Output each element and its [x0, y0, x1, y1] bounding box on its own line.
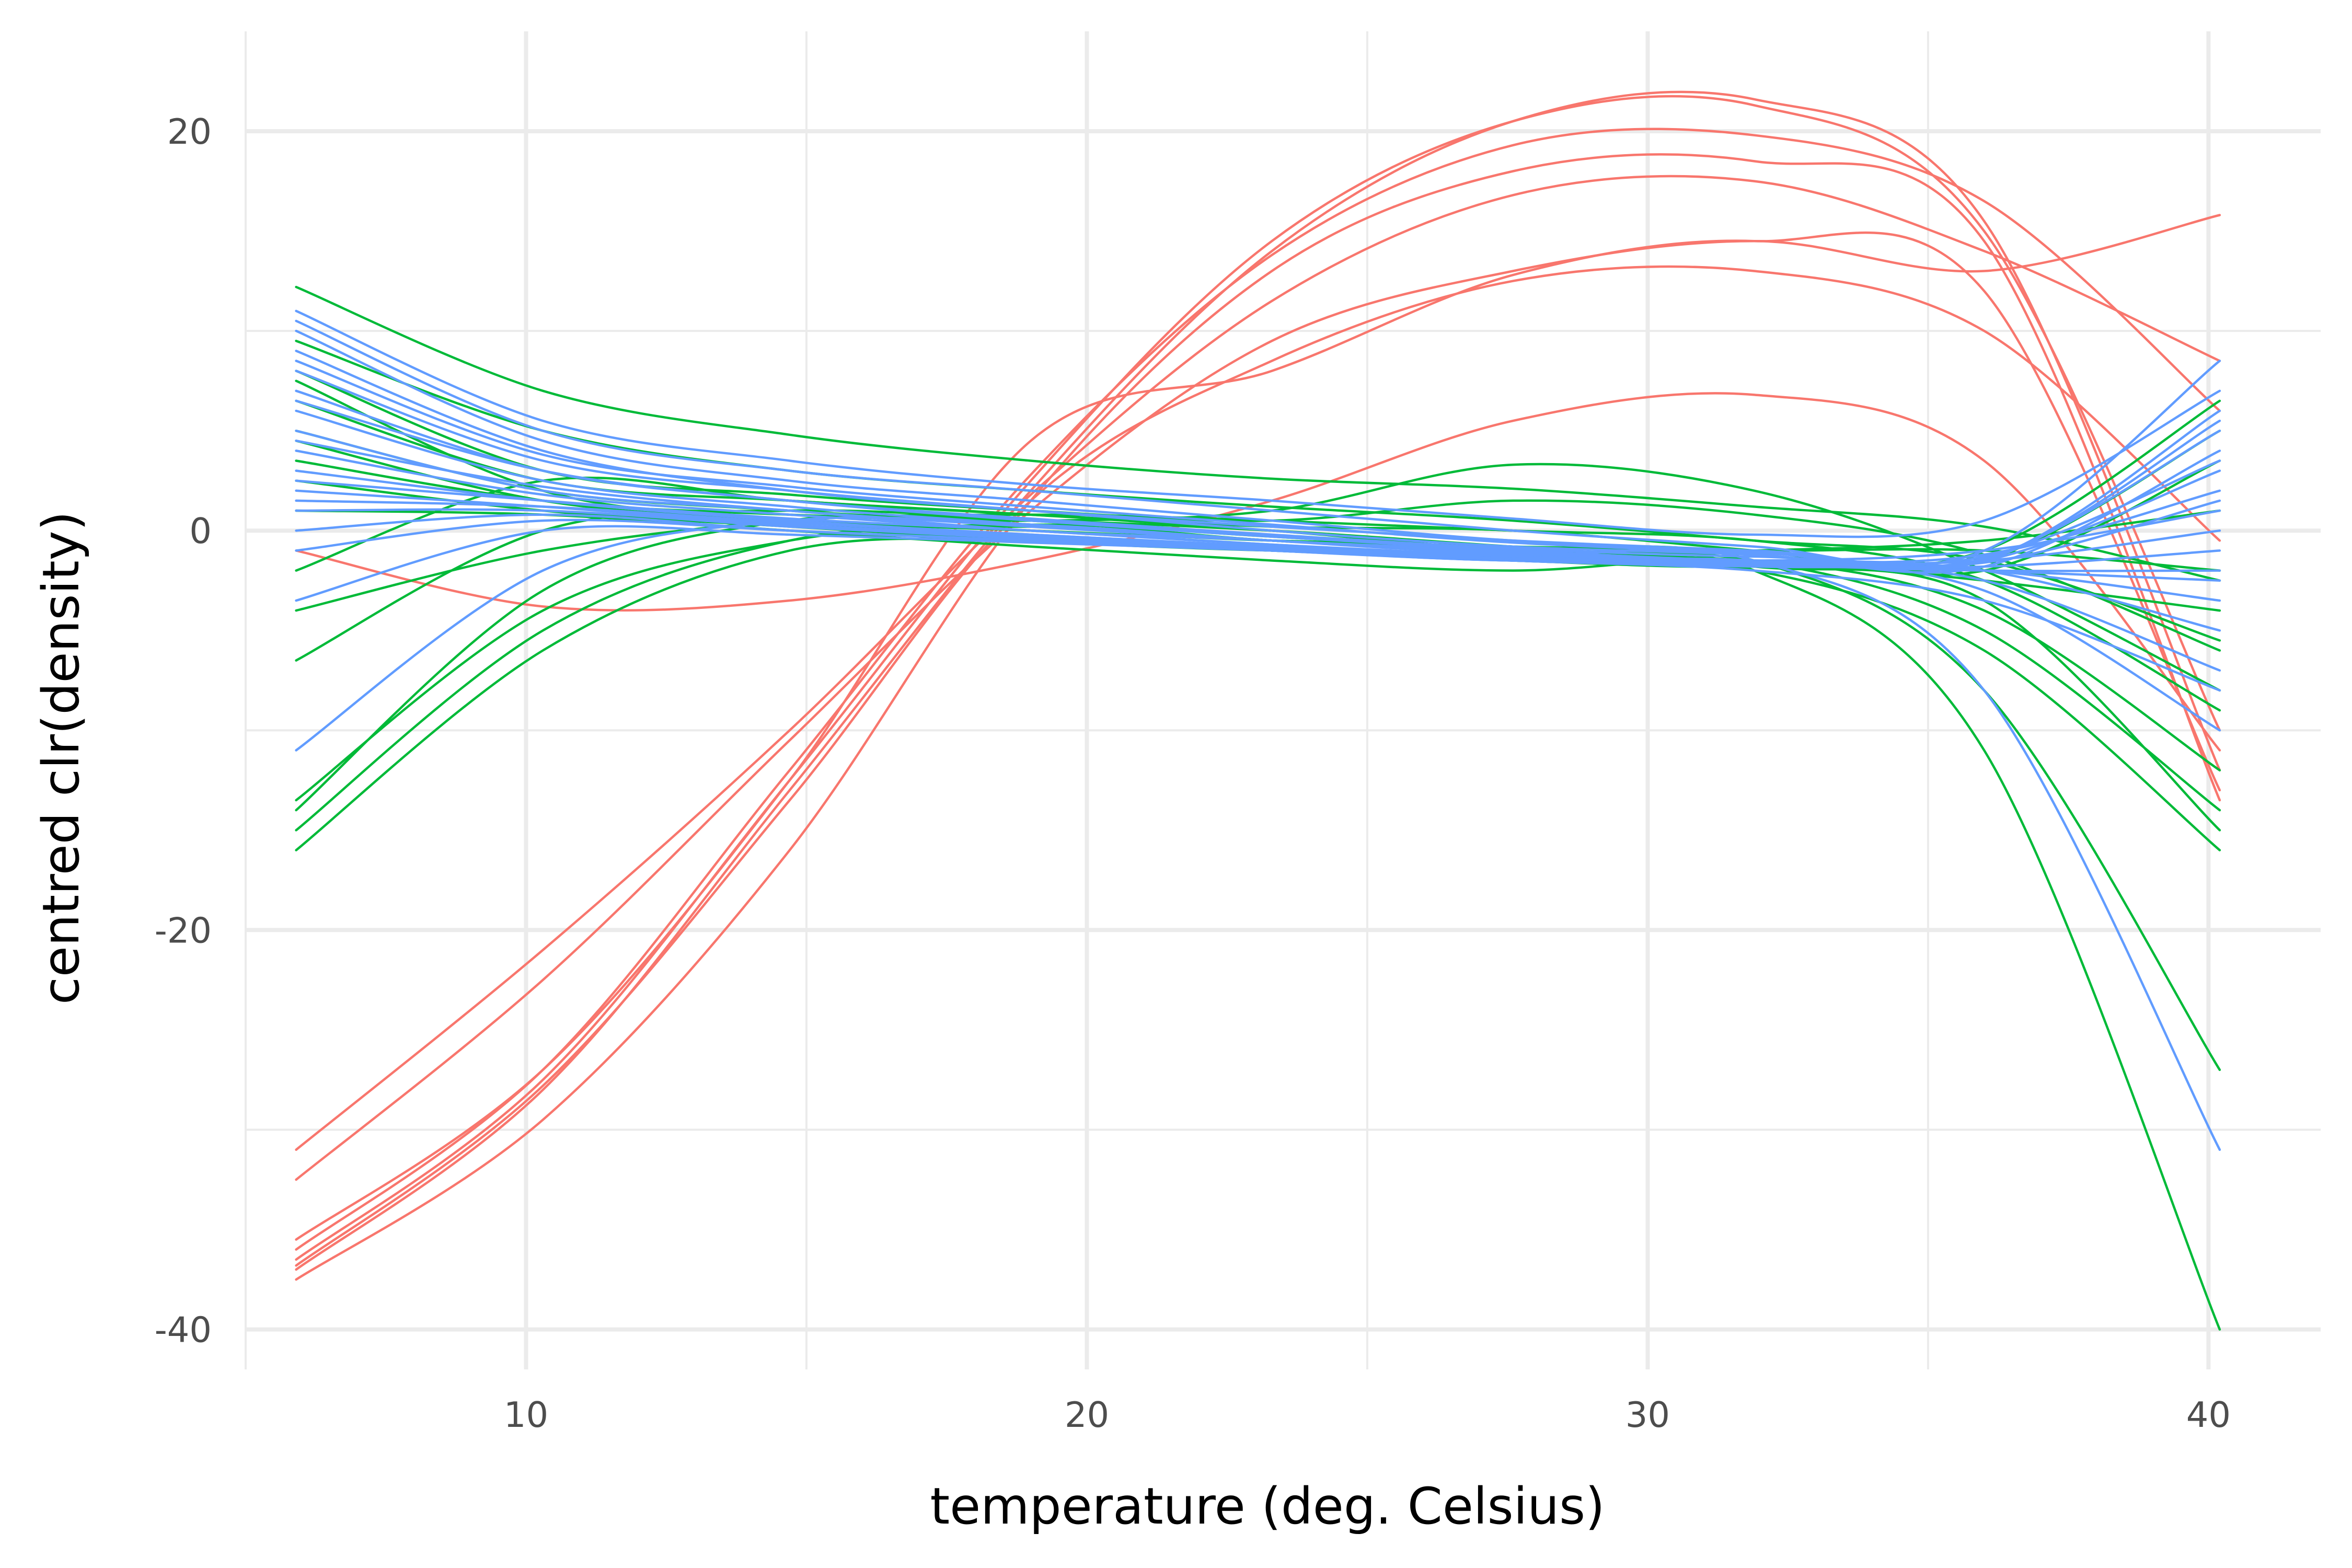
- y-tick-label: -20: [155, 910, 212, 951]
- series-line-green-11: [295, 514, 2221, 1071]
- x-tick-label: 20: [1065, 1394, 1109, 1435]
- series-line-blue-1: [295, 309, 2221, 538]
- series-line-blue-15: [295, 516, 2221, 1151]
- series-line-blue-18: [295, 399, 2221, 566]
- y-axis-title: centred clr(density): [32, 511, 90, 1005]
- series-line-red-6: [295, 214, 2221, 1181]
- y-tick-label: 20: [167, 111, 212, 152]
- x-tick-label: 10: [504, 1394, 548, 1435]
- series-line-red-2: [295, 95, 2221, 1261]
- x-tick-label: 40: [2186, 1394, 2231, 1435]
- series-line-red-7: [295, 265, 2221, 1267]
- x-axis-title: temperature (deg. Celsius): [930, 1477, 1605, 1536]
- curves: [295, 90, 2221, 1331]
- series-line-red-9: [295, 392, 2221, 752]
- series-line-blue-12: [295, 513, 2221, 672]
- series-line-red-3: [295, 128, 2221, 1251]
- series-line-blue-21: [295, 499, 2221, 582]
- x-tick-labels: 10 20 30 40: [504, 1394, 2231, 1435]
- y-tick-labels: -40 -20 0 20: [155, 111, 212, 1351]
- y-tick-label: -40: [155, 1310, 212, 1351]
- series-line-green-13: [295, 537, 2221, 851]
- series-line-green-12: [295, 525, 2221, 1331]
- series-line-blue-14: [295, 525, 2221, 692]
- x-tick-label: 30: [1625, 1394, 1670, 1435]
- series-line-red-8: [295, 231, 2221, 1241]
- series-line-green-2: [295, 339, 2221, 642]
- y-tick-label: 0: [189, 511, 212, 551]
- series-line-red-4: [295, 153, 2221, 1281]
- series-line-green-10: [295, 509, 2221, 832]
- series-line-green-1: [295, 285, 2221, 582]
- series-line-red-5: [295, 175, 2221, 1151]
